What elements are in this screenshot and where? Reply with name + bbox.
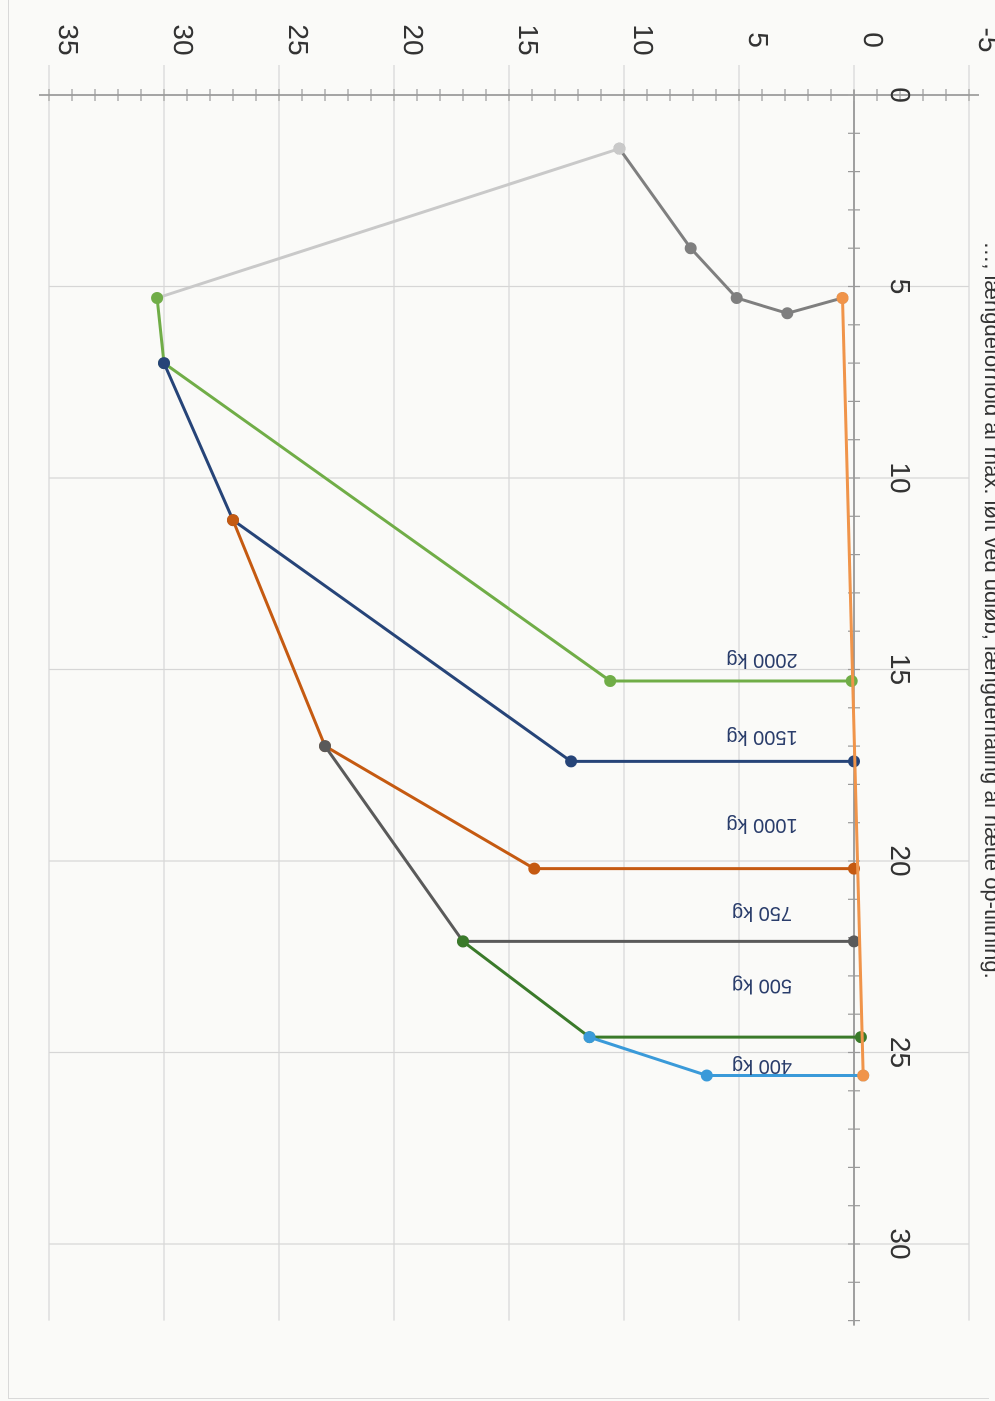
x-tick-label: 0	[858, 32, 889, 48]
series-point-7	[583, 1031, 596, 1044]
y-tick-label: 15	[885, 654, 916, 685]
x-tick-label: 25	[283, 24, 314, 55]
series-line-7	[589, 1035, 864, 1077]
series-point-2	[151, 291, 164, 304]
series-point-6	[457, 935, 469, 948]
x-tick-label: 5	[743, 32, 774, 48]
series-point-0	[730, 291, 743, 304]
x-tick-label: 20	[398, 24, 429, 55]
series-point-3	[565, 755, 578, 768]
series-point-5	[848, 935, 860, 948]
series-line-0	[618, 147, 843, 315]
x-tick-label: 35	[53, 24, 84, 55]
chart-caption: …, længdeforhold af max. løft ved udløb,…	[980, 241, 995, 978]
series-line-8	[841, 297, 865, 1076]
series-point-4	[528, 862, 541, 875]
series-line-6	[462, 940, 861, 1039]
y-tick-label: 25	[885, 1037, 916, 1068]
series-point-4	[227, 514, 239, 527]
series-point-8	[857, 1069, 870, 1082]
y-tick-label: 30	[885, 1228, 916, 1259]
x-tick-label: -5	[973, 28, 995, 53]
y-tick-label: 5	[885, 279, 916, 295]
series-line-2	[155, 297, 852, 683]
x-tick-label: 15	[513, 24, 544, 55]
series-line-1	[156, 147, 620, 300]
series-point-1	[613, 142, 626, 155]
load-label: 400 kg	[732, 1055, 792, 1077]
series-point-0	[781, 307, 794, 320]
label-layer: -5 0 5 10 15 20 25 30 35 0 5 10 15 20 25 30 2000 kg 1500 …	[53, 24, 995, 1259]
x-tick-label: 30	[168, 24, 199, 55]
grid-layer	[48, 65, 970, 1321]
series-point-3	[158, 357, 170, 370]
series-point-0	[684, 242, 697, 255]
series-point-7	[700, 1069, 713, 1082]
y-tick-label: 10	[885, 462, 916, 493]
y-tick-label: 0	[885, 87, 916, 103]
x-tick-label: 10	[628, 24, 659, 55]
series-point-8	[836, 291, 849, 304]
load-label: 2000 kg	[726, 649, 797, 671]
chart-frame	[8, 0, 989, 1399]
load-label: 500 kg	[732, 975, 792, 997]
load-label: 750 kg	[732, 902, 792, 924]
series-layer	[151, 142, 870, 1082]
y-tick-label: 20	[885, 845, 916, 876]
series-point-5	[319, 740, 331, 753]
series-line-3	[162, 362, 854, 763]
load-label: 1500 kg	[726, 726, 797, 748]
series-line-4	[231, 519, 854, 871]
series-point-2	[604, 674, 617, 687]
load-label: 1000 kg	[726, 814, 797, 836]
